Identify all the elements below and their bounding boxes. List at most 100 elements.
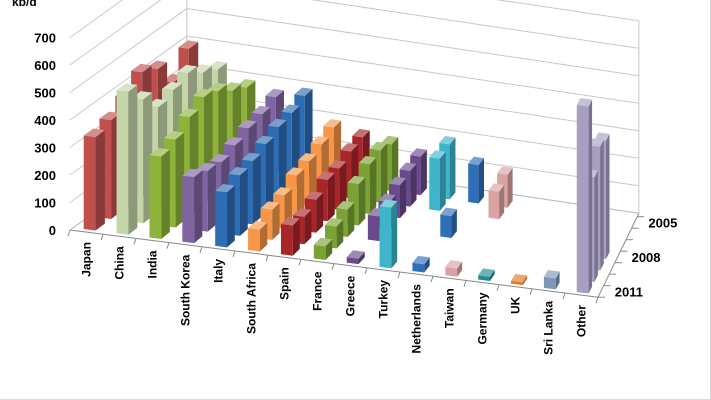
- bar-side-face: [304, 209, 312, 245]
- bar-front-face: [576, 105, 589, 294]
- bar-top-face: [146, 60, 168, 70]
- gridline-left-wall: [69, 0, 162, 66]
- bar-top-face: [468, 156, 485, 166]
- bar-front-face: [215, 190, 228, 248]
- bar-top-face: [370, 141, 388, 151]
- bar-top-face: [223, 136, 244, 146]
- bar-top-face: [304, 191, 324, 200]
- bar-side-face: [296, 168, 305, 218]
- y-tick-label: 600: [34, 58, 56, 73]
- category-label: Turkey: [377, 280, 391, 319]
- bar-top-face: [215, 183, 235, 193]
- bar-side-face: [358, 177, 366, 226]
- bar-side-face: [457, 261, 463, 277]
- bar-top-face: [162, 81, 183, 91]
- category-tick: [364, 267, 368, 274]
- bar: [83, 128, 105, 231]
- bar-side-face: [252, 154, 261, 225]
- bar-top-face: [241, 152, 261, 162]
- category-tick: [496, 284, 500, 291]
- category-tick: [265, 255, 269, 262]
- gridline-back-wall: [186, 63, 639, 132]
- bar-top-face: [192, 64, 212, 73]
- bar-side-face: [478, 158, 485, 204]
- bar-top-face: [381, 135, 399, 145]
- bar-side-face: [391, 200, 398, 269]
- depth-label: 2008: [632, 250, 661, 265]
- category-label: China: [113, 246, 127, 280]
- bar-top-face: [346, 250, 365, 259]
- bar-top-face: [285, 167, 305, 176]
- bar: [488, 183, 505, 220]
- bar-side-face: [265, 137, 274, 213]
- bar-top-face: [265, 88, 284, 98]
- bar-top-face: [389, 176, 407, 186]
- category-tick: [133, 238, 137, 245]
- bar-top-face: [439, 135, 456, 145]
- y-tick-label: 700: [34, 31, 56, 46]
- gridline-back-wall: [186, 35, 639, 104]
- bar: [116, 83, 138, 235]
- bar: [511, 273, 528, 286]
- category-tick: [397, 271, 401, 279]
- y-tick-label: 400: [34, 113, 56, 128]
- bar-side-face: [239, 168, 248, 236]
- gridline-back-wall: [186, 90, 639, 159]
- category-label: South Africa: [245, 263, 259, 334]
- category-tick: [298, 259, 302, 266]
- bar-side-face: [325, 239, 333, 260]
- bar-top-face: [182, 168, 203, 178]
- bar-front-face: [313, 244, 326, 260]
- bar-side-face: [161, 149, 170, 239]
- bar: [182, 168, 203, 244]
- bar: [445, 260, 463, 277]
- bar-top-face: [254, 135, 274, 145]
- bar-top-face: [207, 61, 227, 70]
- bar-top-face: [210, 153, 230, 163]
- bar: [412, 255, 430, 273]
- gridline-back-wall: [186, 8, 639, 77]
- bar: [429, 150, 446, 211]
- bars: [83, 40, 610, 294]
- bar-top-face: [340, 143, 359, 152]
- bar-side-face: [95, 130, 105, 231]
- bar-top-face: [178, 40, 199, 49]
- bar-side-face: [292, 218, 300, 256]
- bar-side-face: [600, 139, 604, 271]
- bar-front-face: [445, 266, 458, 277]
- gridlines: [69, 0, 640, 231]
- category-tick: [562, 292, 566, 300]
- bar-side-face: [278, 120, 287, 202]
- bar: [543, 269, 560, 290]
- gridline-back-wall: [310, 0, 639, 49]
- bar-top-face: [196, 162, 216, 172]
- y-tick-label: 500: [34, 86, 56, 101]
- bar-top-face: [399, 162, 417, 171]
- bar-side-face: [194, 170, 203, 244]
- bar-top-face: [313, 237, 333, 247]
- bar: [379, 199, 398, 269]
- bar-side-face: [175, 132, 185, 228]
- category-tick: [529, 288, 533, 295]
- bar-front-face: [182, 175, 195, 244]
- bar-top-face: [358, 156, 377, 165]
- y-axis-title: kb/d: [12, 0, 37, 9]
- labels: 0 100 200 300 400 500 600 700 Japan China India Sou…: [34, 31, 677, 355]
- bar-top-face: [251, 105, 271, 115]
- bar-top-face: [149, 148, 170, 157]
- bar-front-face: [83, 135, 96, 231]
- bar-front-face: [429, 157, 440, 211]
- bar-top-face: [445, 260, 463, 269]
- bar-front-face: [478, 275, 490, 281]
- bar: [215, 183, 235, 248]
- bar-side-face: [369, 157, 377, 214]
- category-tick: [199, 246, 203, 253]
- bar-side-face: [588, 99, 593, 294]
- bar-side-face: [451, 209, 457, 239]
- bar-top-face: [280, 217, 300, 226]
- bar-top-face: [163, 131, 185, 140]
- category-label: Sri Lanka: [542, 301, 556, 355]
- category-label: South Korea: [179, 254, 193, 326]
- bar-top-face: [207, 82, 227, 92]
- category-label: Italy: [212, 259, 226, 283]
